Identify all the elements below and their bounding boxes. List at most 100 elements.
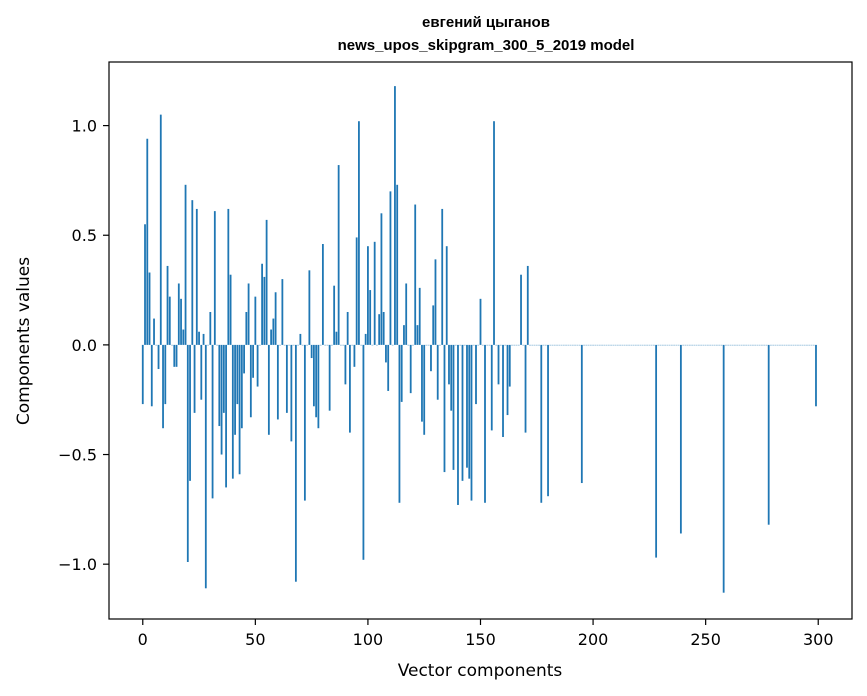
bar-122	[416, 325, 419, 345]
bar-150	[479, 298, 482, 345]
bar-28	[204, 344, 207, 589]
bar-108	[385, 344, 387, 363]
bar-162	[506, 344, 509, 416]
bar-148	[475, 344, 477, 405]
bar-113	[396, 184, 399, 345]
bar-74	[308, 270, 311, 345]
bar-11	[166, 265, 169, 345]
bar-98	[362, 344, 365, 560]
bar-121	[414, 204, 417, 345]
bar-14	[173, 344, 176, 367]
bar-180	[547, 344, 549, 497]
y-axis-ticks: −1.0 −0.5 0.0 0.5 1.0	[58, 117, 109, 574]
bar-30	[209, 311, 212, 345]
bar-19	[184, 184, 187, 345]
bar-134	[443, 344, 446, 473]
bar-34	[218, 344, 221, 427]
bar-12	[168, 296, 171, 345]
x-axis-ticks: 0 50 100 150 200 250 300	[138, 619, 834, 649]
bar-27	[202, 333, 205, 345]
bar-37	[225, 344, 227, 488]
bar-48	[249, 344, 252, 418]
bar-119	[409, 344, 412, 394]
bar-125	[423, 344, 426, 435]
bars-group	[141, 86, 817, 593]
bar-20	[186, 344, 189, 562]
bar-77	[315, 344, 318, 418]
bar-133	[441, 208, 444, 345]
bar-158	[497, 344, 500, 385]
bar-35	[220, 344, 223, 455]
bar-85	[333, 285, 336, 345]
bar-107	[382, 311, 385, 345]
bar-78	[317, 344, 320, 429]
x-tick-label: 250	[690, 630, 721, 649]
bar-136	[448, 344, 450, 385]
bar-129	[432, 305, 435, 345]
bar-103	[373, 241, 376, 345]
bar-66	[290, 344, 293, 442]
bar-76	[312, 344, 315, 407]
bar-9	[162, 344, 164, 429]
bar-87	[337, 165, 340, 345]
bar-56	[267, 344, 270, 435]
bar-80	[321, 244, 324, 345]
x-tick-label: 100	[353, 630, 384, 649]
bar-40	[231, 344, 234, 479]
bar-83	[328, 344, 331, 411]
bar-144	[466, 344, 468, 468]
bar-75	[310, 344, 313, 359]
bar-59	[274, 292, 277, 345]
bar-239	[679, 344, 682, 534]
bar-3	[148, 272, 151, 345]
bar-130	[434, 259, 437, 345]
bar-168	[520, 274, 522, 345]
bar-45	[243, 344, 245, 374]
bar-21	[189, 344, 191, 481]
bar-137	[450, 344, 453, 411]
bar-135	[445, 246, 448, 345]
bar-51	[256, 344, 259, 387]
bar-64	[285, 344, 288, 413]
bar-4	[150, 344, 153, 407]
bar-99	[364, 333, 367, 345]
bar-278	[767, 344, 770, 525]
y-tick-label: −1.0	[58, 555, 97, 574]
bar-155	[490, 344, 493, 431]
bar-25	[198, 331, 200, 345]
bar-60	[276, 344, 279, 420]
bar-195	[580, 344, 583, 484]
bar-10	[164, 344, 167, 405]
bar-86	[335, 331, 338, 345]
bar-156	[493, 121, 495, 345]
bar-117	[405, 283, 408, 345]
bar-1	[144, 224, 146, 345]
bar-110	[389, 191, 392, 345]
bar-50	[254, 296, 257, 345]
x-tick-label: 300	[803, 630, 834, 649]
bar-26	[200, 344, 203, 400]
bar-131	[436, 344, 439, 400]
bar-105	[378, 314, 381, 345]
bar-36	[222, 344, 225, 413]
bar-68	[294, 344, 297, 582]
bar-5	[153, 318, 155, 345]
chart-title-line-2: news_upos_skipgram_300_5_2019 model	[338, 37, 635, 54]
bar-7	[157, 344, 160, 370]
bar-114	[398, 344, 401, 503]
bar-163	[508, 344, 511, 387]
bar-55	[265, 219, 268, 345]
bar-115	[400, 344, 403, 402]
y-tick-label: 1.0	[72, 117, 97, 136]
bar-101	[369, 290, 372, 345]
y-tick-label: 0.5	[72, 226, 97, 245]
chart-title-line-1: евгений цыганов	[422, 14, 550, 31]
bar-90	[344, 344, 347, 385]
bar-171	[526, 265, 529, 345]
bar-160	[502, 344, 504, 437]
y-tick-label: −0.5	[58, 446, 97, 465]
bar-170	[524, 344, 527, 433]
bar-100	[367, 246, 369, 345]
bar-95	[355, 237, 358, 345]
